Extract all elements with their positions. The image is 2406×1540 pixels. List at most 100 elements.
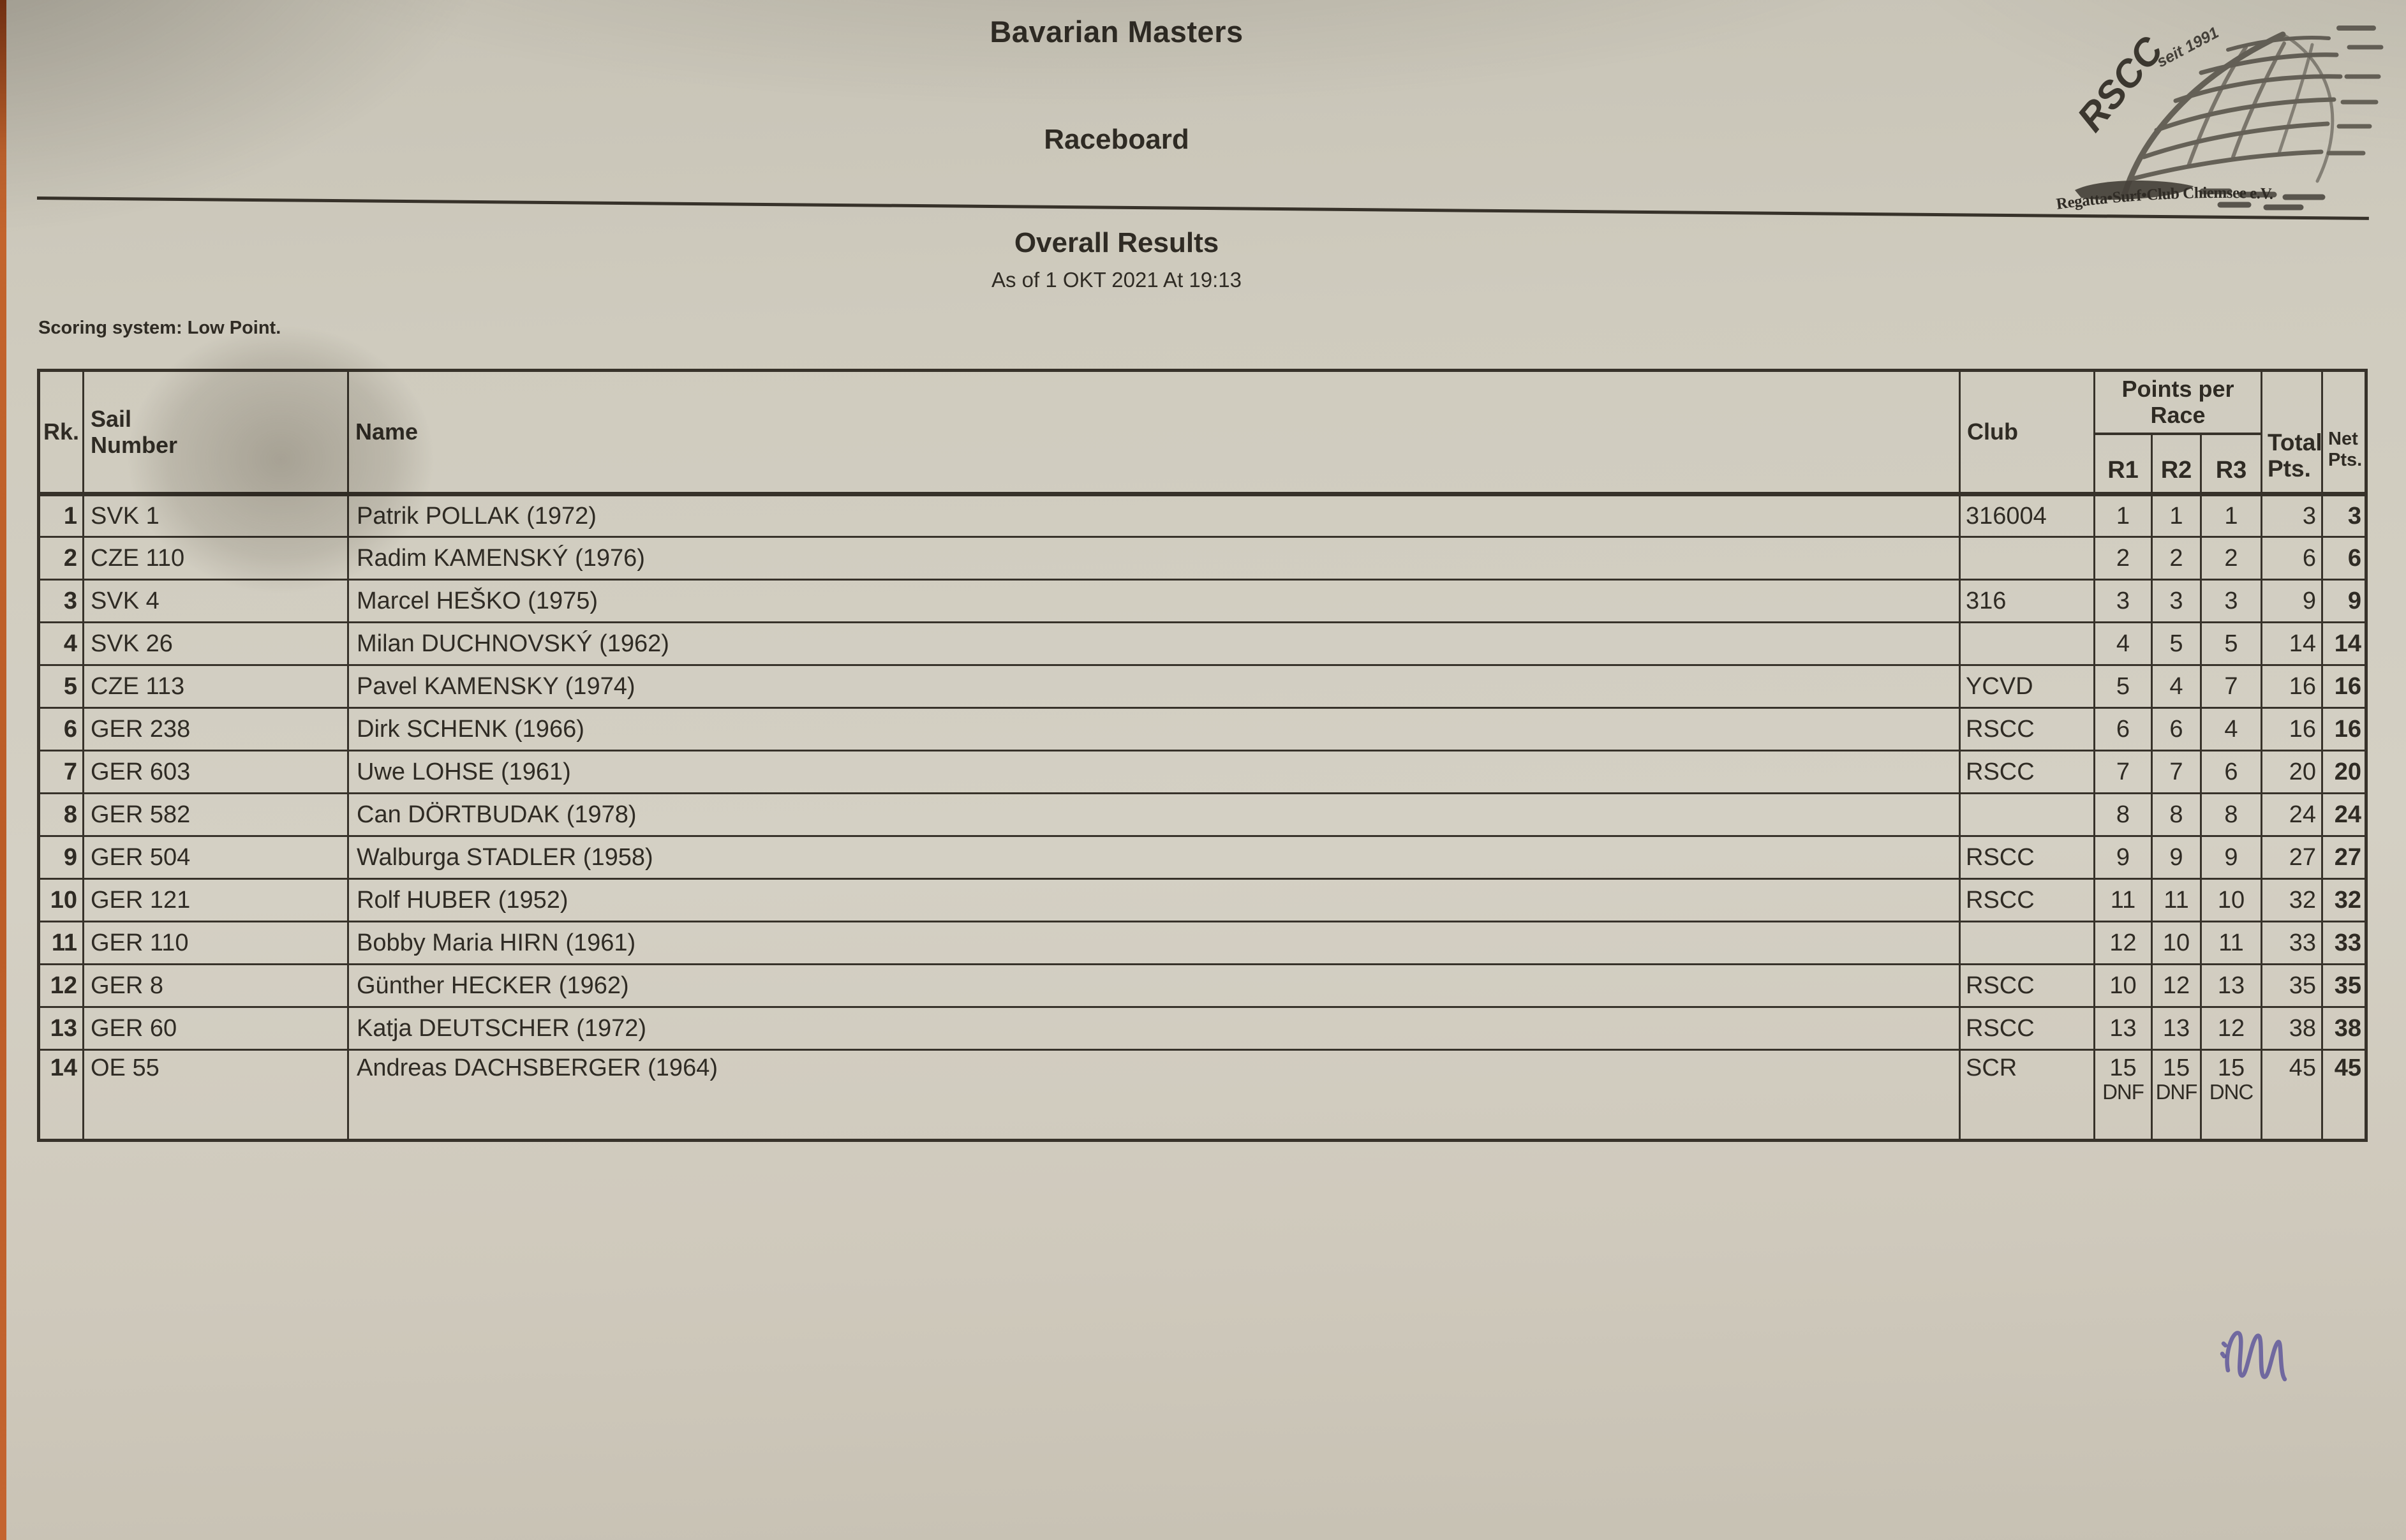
race1-points: 7	[2116, 758, 2130, 785]
race1-points: 10	[2109, 972, 2137, 999]
race3-points: 2	[2224, 544, 2238, 572]
race1-points-cell: 1	[2093, 493, 2153, 538]
club-cell	[1959, 621, 2095, 667]
rank-cell: 12	[38, 963, 84, 1009]
total-points-cell: 16	[2261, 664, 2323, 709]
sail-number-cell: GER 110	[82, 921, 349, 966]
scoring-system-note: Scoring system: Low Point.	[38, 318, 281, 338]
race1-points-cell: 3	[2093, 579, 2153, 624]
rank-cell: 8	[38, 792, 84, 838]
total-points-cell: 45	[2261, 1049, 2323, 1142]
race1-points: 4	[2116, 630, 2130, 657]
sail-number-cell: GER 238	[82, 707, 349, 752]
race3-points-cell: 15 DNC	[2200, 1049, 2262, 1142]
race2-points: 13	[2162, 1014, 2190, 1042]
race3-points-cell: 4	[2200, 707, 2262, 752]
race3-points-cell: 6	[2200, 750, 2262, 795]
race2-points-cell: 11	[2151, 878, 2202, 923]
header-sail-line2: Number	[91, 432, 178, 459]
club-cell: RSCC	[1959, 878, 2095, 923]
race3-points: 6	[2224, 758, 2238, 785]
race1-points: 5	[2116, 672, 2130, 700]
net-points-cell: 9	[2321, 579, 2367, 624]
sail-number-cell: SVK 1	[82, 493, 349, 538]
race2-points-cell: 4	[2151, 664, 2202, 709]
table-row: 14 OE 55 Andreas DACHSBERGER (1964) SCR …	[38, 1049, 2367, 1142]
race3-points: 7	[2224, 672, 2238, 700]
race1-points-cell: 6	[2093, 707, 2153, 752]
table-row: 8 GER 582 Can DÖRTBUDAK (1978) 8 8 8 24 …	[38, 792, 2367, 838]
race1-points-cell: 4	[2093, 621, 2153, 667]
total-points-cell: 27	[2261, 835, 2323, 880]
race2-points-cell: 3	[2151, 579, 2202, 624]
race2-points-cell: 2	[2151, 536, 2202, 581]
competitor-name-cell: Walburga STADLER (1958)	[347, 835, 1961, 880]
race3-points: 9	[2224, 843, 2238, 871]
race3-points-cell: 1	[2200, 493, 2262, 538]
net-points-cell: 6	[2321, 536, 2367, 581]
club-cell: SCR	[1959, 1049, 2095, 1142]
table-row: 3 SVK 4 Marcel HEŠKO (1975) 316 3 3 3 9 …	[38, 579, 2367, 624]
competitor-name-cell: Uwe LOHSE (1961)	[347, 750, 1961, 795]
race2-points-cell: 13	[2151, 1006, 2202, 1051]
net-points-cell: 27	[2321, 835, 2367, 880]
race3-points: 11	[2218, 929, 2244, 956]
competitor-name-cell: Günther HECKER (1962)	[347, 963, 1961, 1009]
table-row: 2 CZE 110 Radim KAMENSKÝ (1976) 2 2 2 6 …	[38, 536, 2367, 581]
total-points-cell: 3	[2261, 493, 2323, 538]
table-row: 10 GER 121 Rolf HUBER (1952) RSCC 11 11 …	[38, 878, 2367, 923]
sail-number-cell: GER 8	[82, 963, 349, 1009]
table-row: 12 GER 8 Günther HECKER (1962) RSCC 10 1…	[38, 963, 2367, 1009]
overall-results-table: Rk. Sail Number Name Club Points per Rac…	[37, 369, 2368, 1143]
race3-points: 13	[2217, 972, 2245, 999]
results-body: 1 SVK 1 Patrik POLLAK (1972) 316004 1 1 …	[38, 493, 2367, 1142]
race1-points: 6	[2116, 715, 2130, 743]
race1-points: 12	[2109, 929, 2137, 956]
club-cell: RSCC	[1959, 835, 2095, 880]
total-points-cell: 38	[2261, 1006, 2323, 1051]
total-points-cell: 32	[2261, 878, 2323, 923]
total-points-cell: 20	[2261, 750, 2323, 795]
race1-points: 3	[2116, 587, 2130, 614]
race2-points: 11	[2164, 886, 2189, 914]
competitor-name-cell: Radim KAMENSKÝ (1976)	[347, 536, 1961, 581]
sail-number-cell: GER 603	[82, 750, 349, 795]
net-points-cell: 38	[2321, 1006, 2367, 1051]
race1-points: 2	[2116, 544, 2130, 572]
board-sketch	[2075, 180, 2194, 200]
net-points-cell: 32	[2321, 878, 2367, 923]
club-cell: RSCC	[1959, 707, 2095, 752]
header-name: Name	[347, 369, 1961, 497]
competitor-name-cell: Milan DUCHNOVSKÝ (1962)	[347, 621, 1961, 667]
competitor-name-cell: Marcel HEŠKO (1975)	[347, 579, 1961, 624]
rank-cell: 14	[38, 1049, 84, 1142]
club-cell: 316004	[1959, 493, 2095, 538]
event-title: Bavarian Masters	[990, 15, 1244, 48]
net-points-cell: 14	[2321, 621, 2367, 667]
rank-cell: 9	[38, 835, 84, 880]
race3-points-cell: 10	[2200, 878, 2262, 923]
table-row: 11 GER 110 Bobby Maria HIRN (1961) 12 10…	[38, 921, 2367, 966]
rank-cell: 1	[38, 493, 84, 538]
race3-points-cell: 7	[2200, 664, 2262, 709]
total-points-cell: 16	[2261, 707, 2323, 752]
total-points-cell: 24	[2261, 792, 2323, 838]
race3-points: 3	[2224, 587, 2238, 614]
competitor-name-cell: Andreas DACHSBERGER (1964)	[347, 1049, 1961, 1142]
rank-cell: 10	[38, 878, 84, 923]
sail-number-cell: CZE 113	[82, 664, 349, 709]
total-points-cell: 33	[2261, 921, 2323, 966]
race3-points: 8	[2224, 801, 2238, 828]
total-points-cell: 14	[2261, 621, 2323, 667]
race2-points: 4	[2169, 672, 2183, 700]
net-points-cell: 35	[2321, 963, 2367, 1009]
net-points-cell: 16	[2321, 664, 2367, 709]
sail-number-cell: CZE 110	[82, 536, 349, 581]
race1-points-cell: 8	[2093, 792, 2153, 838]
club-cell: RSCC	[1959, 1006, 2095, 1051]
race1-points-cell: 5	[2093, 664, 2153, 709]
race3-points: 12	[2217, 1014, 2245, 1042]
club-cell	[1959, 921, 2095, 966]
sail-number-cell: GER 60	[82, 1006, 349, 1051]
